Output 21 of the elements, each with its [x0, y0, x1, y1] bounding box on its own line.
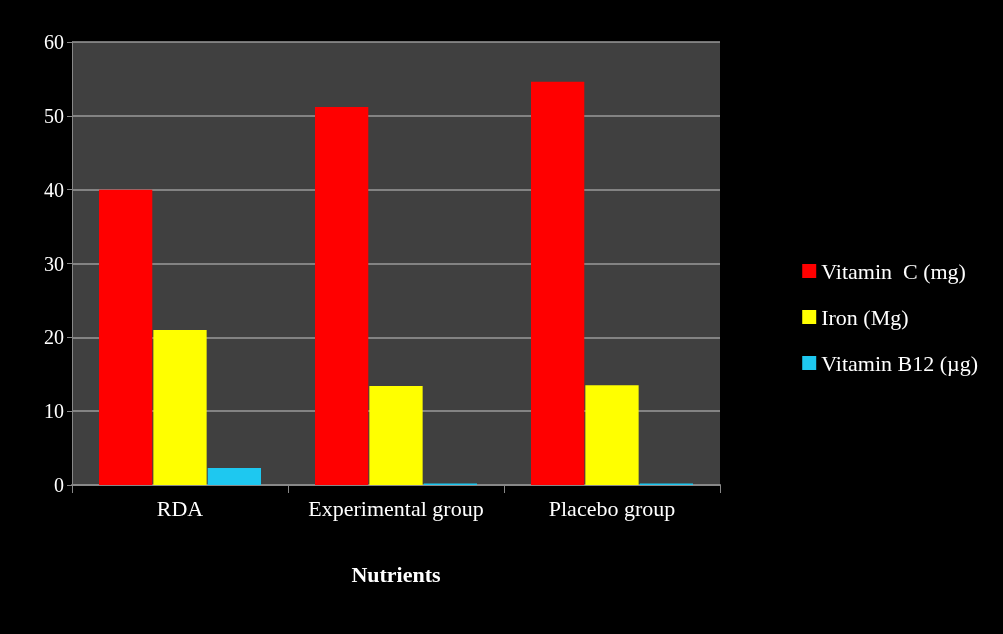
x-tick-label: Experimental group	[308, 495, 484, 521]
bar	[153, 329, 207, 485]
x-tick-label: Placebo group	[548, 495, 676, 521]
y-tick-label: 30	[44, 252, 64, 275]
bar	[315, 106, 369, 485]
y-tick-label: 40	[44, 178, 64, 201]
legend-label: Iron (Mg)	[821, 304, 909, 330]
bar	[99, 189, 153, 485]
bar	[207, 468, 261, 485]
bar	[531, 81, 585, 485]
y-tick-label: 50	[44, 104, 64, 127]
y-tick-label: 60	[44, 31, 64, 53]
legend-label: Vitamin C (mg)	[821, 258, 966, 284]
legend-label: Vitamin B12 (µg)	[821, 350, 979, 376]
y-tick-label: 0	[54, 474, 64, 496]
x-tick-label: RDA	[156, 495, 204, 521]
bar	[369, 386, 423, 485]
bar	[585, 385, 639, 485]
y-tick-label: 20	[44, 326, 64, 349]
y-tick-label: 10	[44, 400, 64, 423]
x-axis-title: Nutrients	[351, 561, 442, 587]
